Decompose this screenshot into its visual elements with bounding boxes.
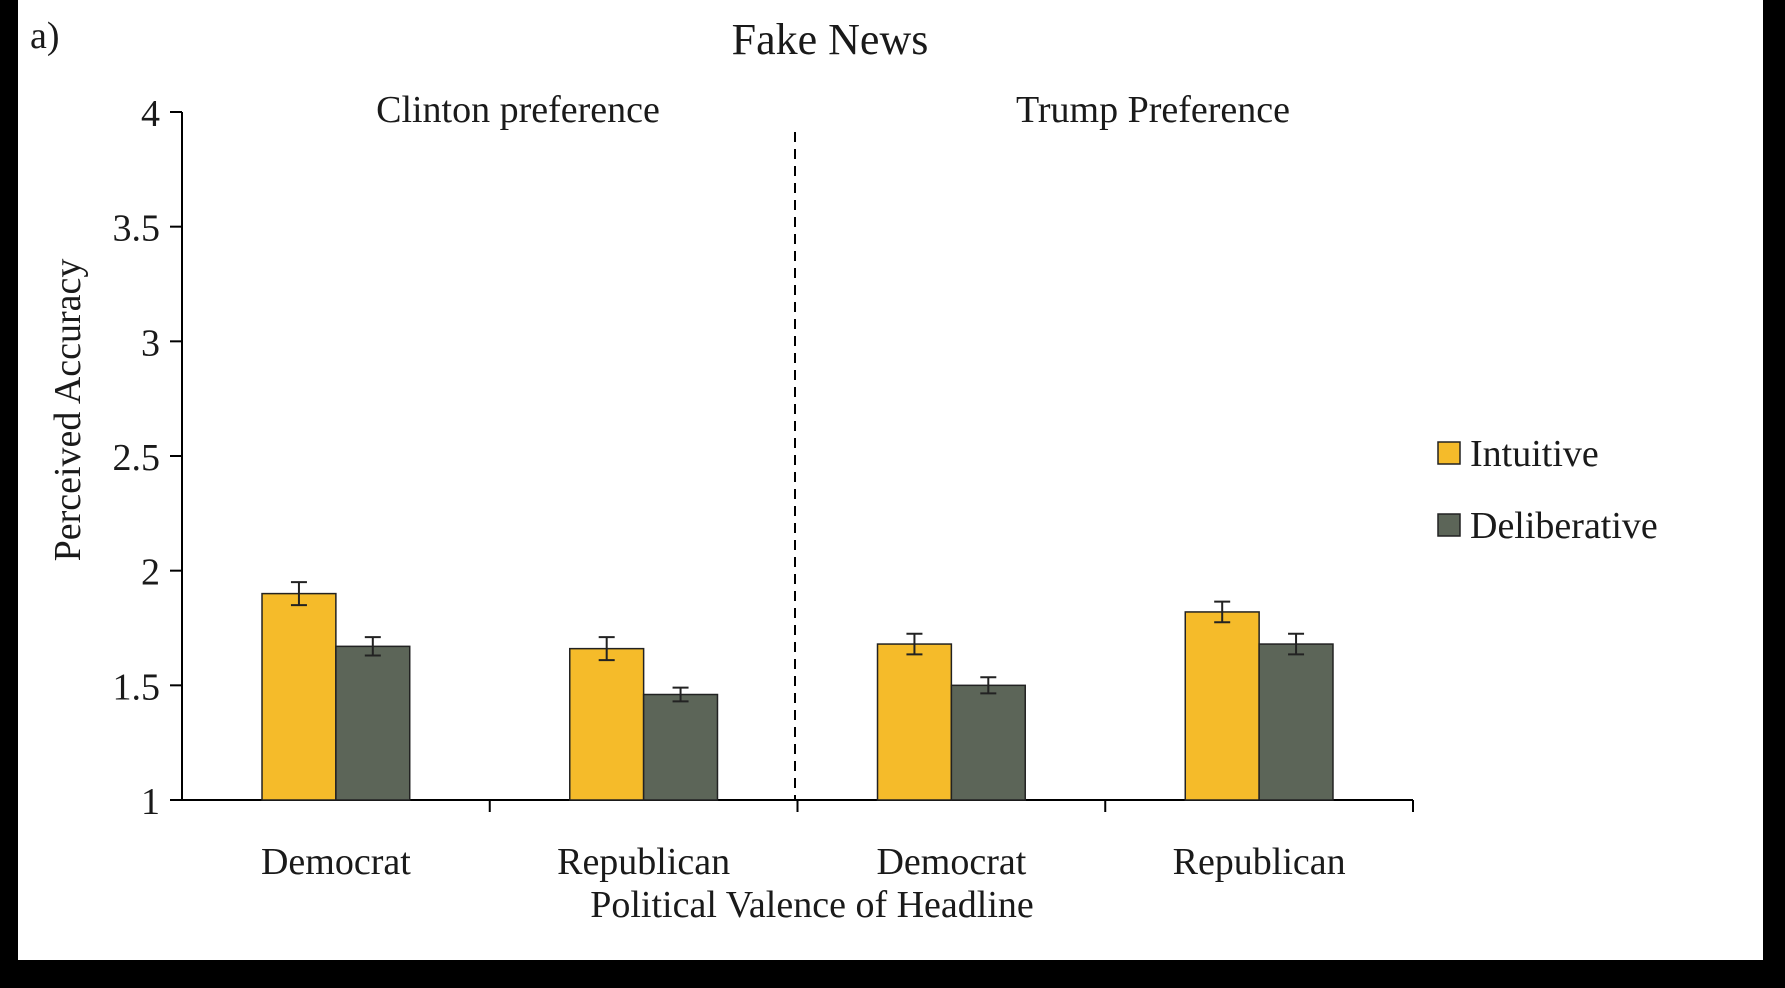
x-axis-ticks: Democrat Republican Democrat Republican (261, 800, 1414, 883)
legend: Intuitive Deliberative (1437, 433, 1658, 547)
y-tick-label: 1 (141, 781, 160, 823)
y-tick-label: 2 (141, 552, 160, 594)
bar-intuitive-0 (261, 592, 337, 801)
y-axis-label: Perceived Accuracy (47, 259, 89, 562)
bar-deliberative-0 (335, 645, 411, 801)
legend-label-deliberative: Deliberative (1470, 505, 1658, 547)
legend-swatch-intuitive (1437, 441, 1461, 465)
bar-intuitive-3 (1184, 611, 1260, 801)
error-bar (598, 636, 615, 662)
error-bar (290, 581, 307, 607)
error-bar (906, 632, 923, 656)
chart-title: Fake News (732, 15, 929, 64)
legend-swatch-deliberative (1437, 513, 1461, 537)
group-label-clinton: Clinton preference (376, 89, 660, 131)
group-label-trump: Trump Preference (1016, 89, 1290, 131)
bar-chart: a) Fake News Clinton preference Trump Pr… (30, 15, 1658, 926)
x-tick-label: Democrat (876, 841, 1026, 883)
bar-deliberative-2 (950, 684, 1026, 801)
error-bar (1288, 632, 1305, 656)
x-axis-label: Political Valence of Headline (590, 884, 1034, 926)
bar-deliberative-3 (1258, 643, 1334, 801)
bars (261, 581, 1334, 801)
figure-frame: a) Fake News Clinton preference Trump Pr… (18, 0, 1763, 960)
y-tick-label: 4 (141, 93, 160, 135)
bar-deliberative-1 (642, 693, 719, 801)
panel-label: a) (30, 15, 60, 57)
x-tick-label: Democrat (261, 841, 411, 883)
error-bar (1214, 600, 1231, 624)
error-bar (980, 676, 997, 695)
y-axis-ticks: 1 1.5 2 2.5 3 3.5 4 (113, 93, 182, 823)
bar-intuitive-1 (569, 647, 645, 801)
error-bar (672, 686, 689, 703)
legend-label-intuitive: Intuitive (1470, 433, 1599, 475)
x-tick-label: Republican (557, 841, 730, 883)
y-tick-label: 3 (141, 322, 160, 364)
y-tick-label: 1.5 (113, 666, 161, 708)
y-tick-label: 3.5 (113, 208, 161, 250)
bar-intuitive-2 (876, 643, 953, 801)
x-tick-label: Republican (1173, 841, 1346, 883)
y-tick-label: 2.5 (113, 437, 161, 479)
error-bar (364, 636, 381, 657)
